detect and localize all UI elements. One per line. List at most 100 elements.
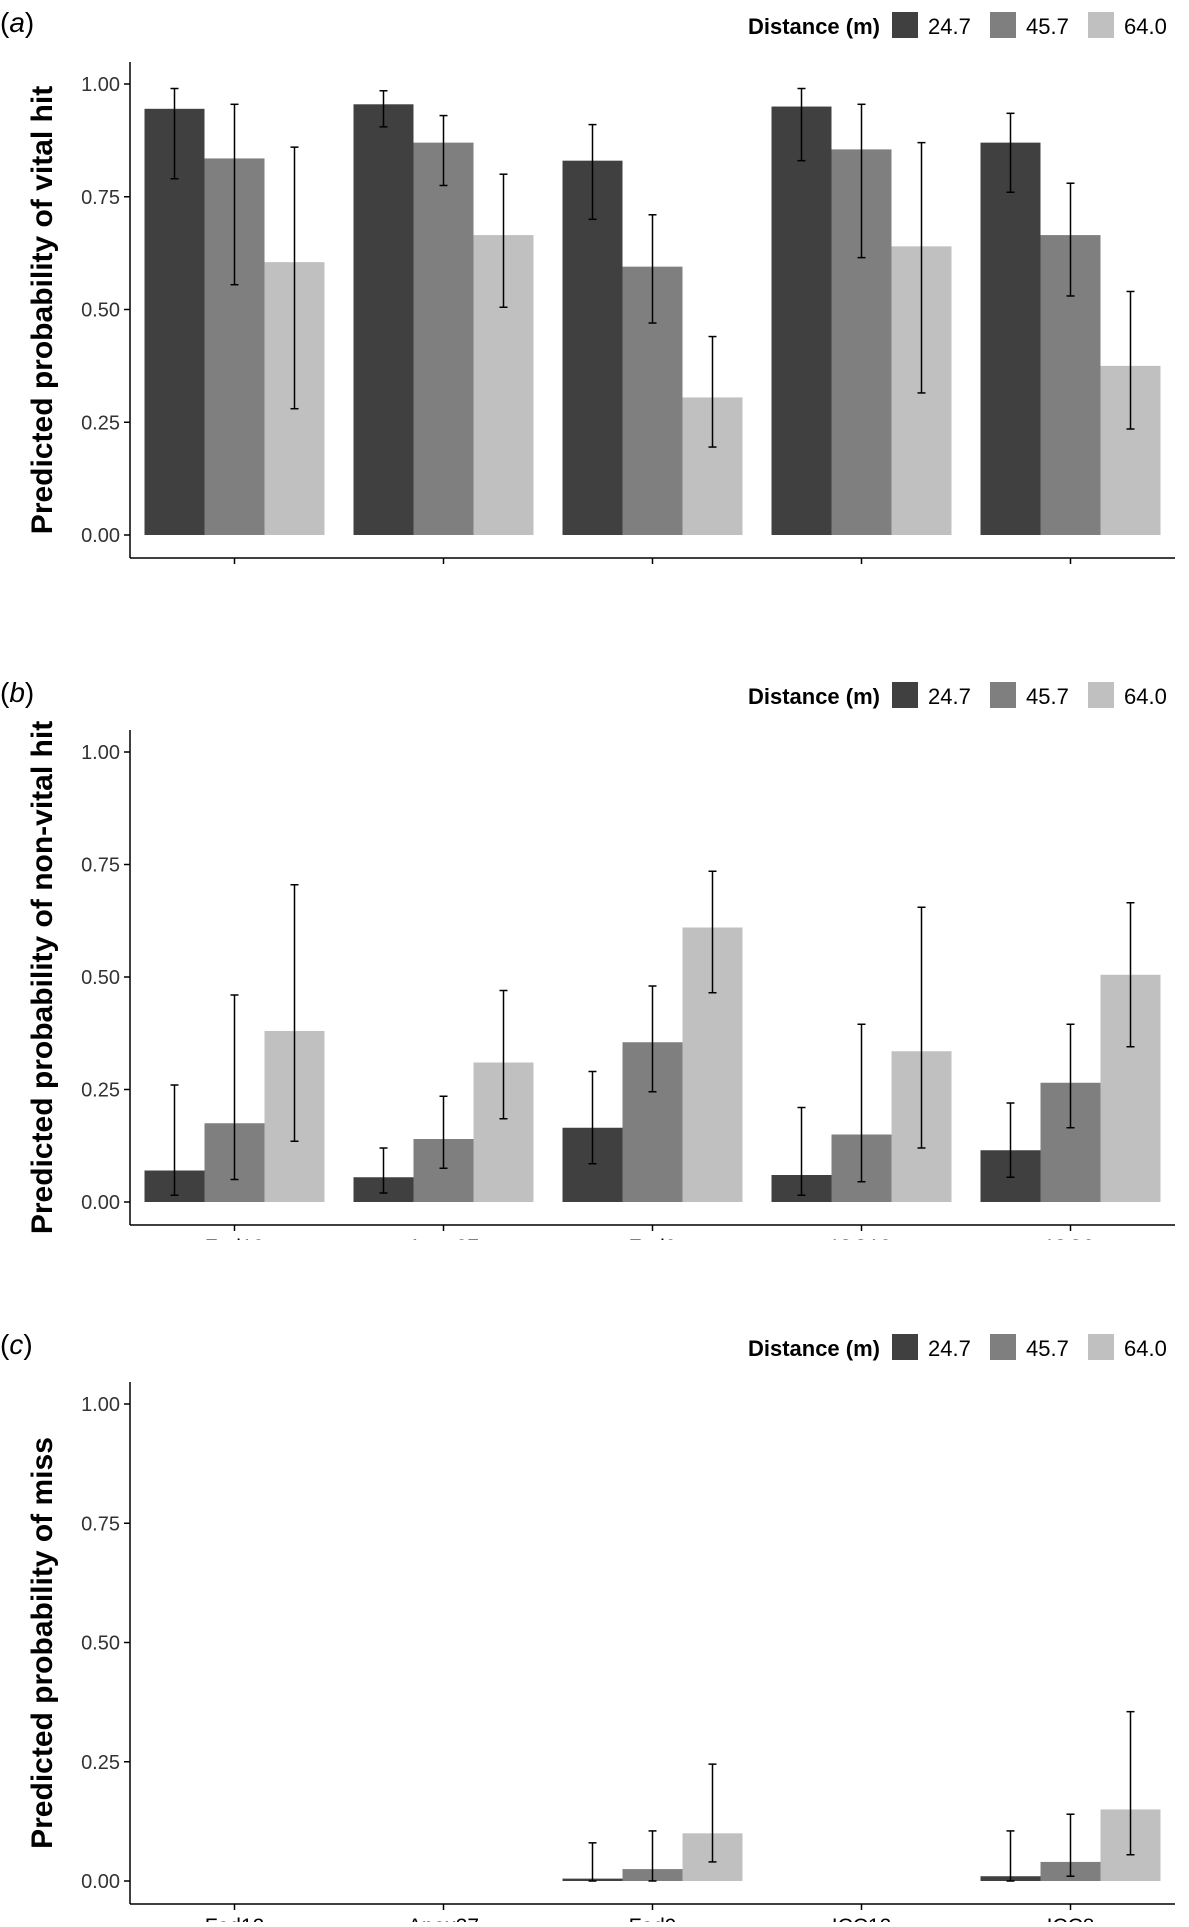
error-bar-Apex37-45.7 (439, 114, 448, 187)
legend-swatch-64.0 (1088, 1334, 1114, 1360)
x-tick-label: Apex37 (408, 569, 479, 570)
legend-label-24.7: 24.7 (928, 1336, 971, 1361)
y-axis-label: Predicted probability of vital hit (26, 86, 59, 534)
y-tick-label: 0.25 (81, 1752, 120, 1774)
y-tick-label: 0.75 (81, 855, 120, 877)
error-bar-Fed9-24.7 (588, 123, 597, 221)
bar-Apex37-24.7 (353, 104, 414, 536)
error-bar-ICC12-24.7 (797, 1106, 806, 1196)
bar-Fed12-24.7 (144, 108, 205, 536)
legend-label-45.7: 45.7 (1026, 684, 1069, 709)
chart-svg: (c) Distance (m) 24.7 45.7 64.0 Predicted pro… (0, 1329, 1175, 1922)
x-tick-label: Apex37 (408, 1236, 479, 1240)
y-tick-label: 0.50 (81, 967, 120, 989)
legend-title: Distance (m) (748, 684, 880, 709)
y-tick-label: 0.00 (81, 1192, 120, 1214)
error-bar-Fed9-64.0 (708, 870, 717, 994)
error-bar-Fed9-64.0 (708, 335, 717, 448)
error-bar-ICC8-24.7 (1006, 112, 1015, 193)
error-bar-ICC12-45.7 (857, 103, 866, 259)
x-tick-label: ICC8 (1047, 1915, 1095, 1922)
error-bar-Fed12-64.0 (290, 146, 299, 410)
bar-ICC12-24.7 (771, 106, 832, 536)
legend-label-45.7: 45.7 (1026, 1336, 1069, 1361)
legend-title: Distance (m) (748, 1336, 880, 1361)
y-tick-label: 1.00 (81, 742, 120, 764)
x-tick-label: Fed9 (629, 1915, 677, 1922)
y-tick-label: 0.50 (81, 300, 120, 322)
error-bar-ICC8-24.7 (1006, 1102, 1015, 1178)
x-tick-label: Fed12 (205, 1915, 265, 1922)
y-axis-label: Predicted probability of non-vital hit (26, 721, 59, 1234)
legend-swatch-64.0 (1088, 682, 1114, 708)
error-bar-ICC12-24.7 (797, 87, 806, 162)
chart-svg: (a) Distance (m) 24.7 45.7 64.0 Predicted pro… (0, 7, 1175, 570)
y-tick-label: 0.00 (81, 1871, 120, 1893)
x-tick-label: ICC12 (832, 569, 892, 570)
y-tick-label: 0.75 (81, 187, 120, 209)
legend-title: Distance (m) (748, 14, 880, 39)
legend-label-24.7: 24.7 (928, 684, 971, 709)
panel-label: (a) (0, 7, 34, 38)
panel-c: (c) Distance (m) 24.7 45.7 64.0 Predicted pro… (0, 1322, 1189, 1922)
y-tick-label: 1.00 (81, 74, 120, 96)
legend-label-64.0: 64.0 (1124, 684, 1167, 709)
bar-Apex37-45.7 (413, 142, 474, 535)
error-bar-Apex37-64.0 (499, 173, 508, 308)
legend-swatch-45.7 (990, 12, 1016, 38)
error-bar-ICC12-64.0 (917, 906, 926, 1149)
x-tick-label: ICC8 (1047, 1236, 1095, 1240)
x-tick-label: Fed9 (629, 1236, 677, 1240)
y-tick-label: 0.00 (81, 525, 120, 547)
y-axis-label: Predicted probability of miss (26, 1437, 59, 1849)
error-bar-Apex37-45.7 (439, 1095, 448, 1169)
y-tick-label: 0.25 (81, 1080, 120, 1102)
x-tick-label: ICC12 (832, 1236, 892, 1240)
error-bar-ICC8-45.7 (1066, 1813, 1075, 1877)
panel-a: (a) Distance (m) 24.7 45.7 64.0 Predicted pro… (0, 0, 1189, 570)
x-tick-label: Fed12 (205, 569, 265, 570)
legend-label-24.7: 24.7 (928, 14, 971, 39)
y-tick-label: 1.00 (81, 1394, 120, 1416)
error-bar-ICC8-45.7 (1066, 1023, 1075, 1129)
legend-label-64.0: 64.0 (1124, 1336, 1167, 1361)
error-bar-ICC8-45.7 (1066, 182, 1075, 297)
legend-label-45.7: 45.7 (1026, 14, 1069, 39)
error-bar-Fed9-64.0 (708, 1763, 717, 1863)
y-tick-label: 0.75 (81, 1513, 120, 1535)
error-bar-ICC12-45.7 (857, 1023, 866, 1183)
legend-swatch-24.7 (892, 1334, 918, 1360)
panel-label: (b) (0, 677, 34, 708)
error-bar-Fed12-24.7 (170, 1084, 179, 1196)
error-bar-Fed12-45.7 (230, 994, 239, 1181)
bar-ICC8-24.7 (980, 142, 1041, 535)
error-bar-Fed9-45.7 (648, 1830, 657, 1882)
x-tick-label: ICC8 (1047, 569, 1095, 570)
bar-Fed9-24.7 (562, 160, 623, 536)
error-bar-Fed9-45.7 (648, 985, 657, 1093)
error-bar-ICC8-64.0 (1126, 1710, 1135, 1856)
legend-swatch-64.0 (1088, 12, 1114, 38)
panel-label: (c) (0, 1329, 33, 1360)
x-tick-label: ICC12 (832, 1915, 892, 1922)
legend-swatch-45.7 (990, 1334, 1016, 1360)
error-bar-Fed9-24.7 (588, 1842, 597, 1882)
chart-svg: (b) Distance (m) 24.7 45.7 64.0 Predicted pro… (0, 677, 1175, 1240)
error-bar-Apex37-24.7 (379, 90, 388, 128)
x-tick-label: Fed12 (205, 1236, 265, 1240)
error-bar-ICC12-64.0 (917, 141, 926, 394)
error-bar-Apex37-24.7 (379, 1147, 388, 1194)
panel-b: (b) Distance (m) 24.7 45.7 64.0 Predicted pro… (0, 670, 1189, 1240)
error-bar-ICC8-24.7 (1006, 1830, 1015, 1882)
y-tick-label: 0.25 (81, 412, 120, 434)
error-bar-Fed9-45.7 (648, 214, 657, 324)
x-tick-label: Fed9 (629, 569, 677, 570)
x-tick-label: Apex37 (408, 1915, 479, 1922)
y-tick-label: 0.50 (81, 1633, 120, 1655)
error-bar-Fed12-24.7 (170, 87, 179, 180)
error-bar-Fed9-24.7 (588, 1070, 597, 1165)
error-bar-Fed12-45.7 (230, 103, 239, 286)
legend-swatch-24.7 (892, 682, 918, 708)
error-bar-Fed12-64.0 (290, 884, 299, 1142)
legend-swatch-24.7 (892, 12, 918, 38)
